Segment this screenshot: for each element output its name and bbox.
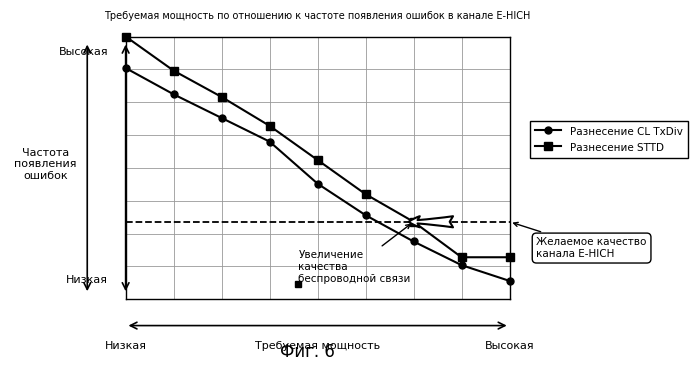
Text: Низкая: Низкая [66,275,108,285]
Text: Фиг. 6: Фиг. 6 [280,343,334,361]
Разнесение STTD [121,34,130,39]
Разнесение STTD [362,192,370,196]
Legend: Разнесение CL TxDiv, Разнесение STTD: Разнесение CL TxDiv, Разнесение STTD [530,120,688,158]
Разнесение CL TxDiv [505,279,514,283]
Разнесение CL TxDiv [218,116,226,120]
Text: Высокая: Высокая [59,47,108,57]
Разнесение STTD [313,158,322,162]
Line: Разнесение CL TxDiv: Разнесение CL TxDiv [122,65,513,284]
Разнесение STTD [265,124,274,128]
Разнесение STTD [505,255,514,260]
Разнесение STTD [218,95,226,99]
Text: Желаемое качество
канала E-HICH: Желаемое качество канала E-HICH [514,222,647,259]
Text: Требуемая мощность: Требуемая мощность [255,341,380,351]
Разнесение CL TxDiv [313,181,322,186]
Разнесение CL TxDiv [457,263,466,267]
Text: Увеличение
качества
беспроводной связи: Увеличение качества беспроводной связи [298,224,410,284]
Line: Разнесение STTD: Разнесение STTD [121,32,514,261]
Разнесение STTD [409,220,417,224]
Разнесение CL TxDiv [265,139,274,144]
Text: Низкая: Низкая [105,341,147,351]
Разнесение CL TxDiv [121,66,130,70]
Разнесение STTD [457,255,466,260]
Разнесение CL TxDiv [170,92,178,96]
Text: Требуемая мощность по отношению к частоте появления ошибок в канале E-HICH: Требуемая мощность по отношению к частот… [105,11,530,21]
Разнесение STTD [170,69,178,73]
Разнесение CL TxDiv [409,239,417,244]
Text: Частота
появления
ошибок: Частота появления ошибок [14,148,77,181]
Text: Высокая: Высокая [484,341,535,351]
Разнесение CL TxDiv [362,213,370,218]
